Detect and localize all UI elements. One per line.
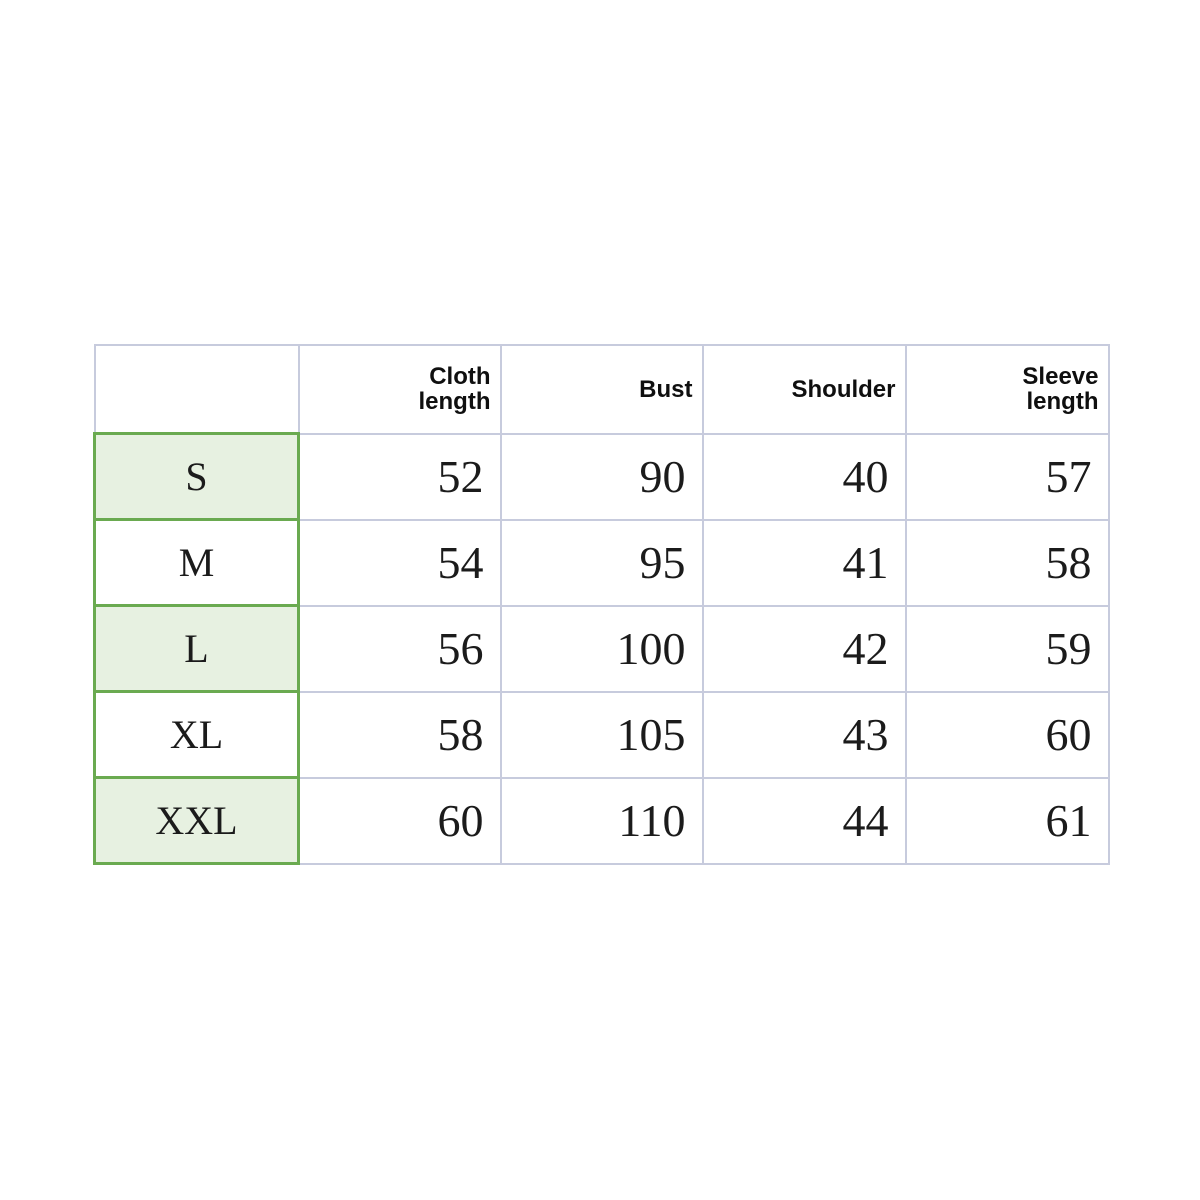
value-cell-l-sleeve-length: 59 — [904, 604, 1110, 693]
value-cell-l-cloth-length: 56 — [297, 604, 502, 693]
value-cell-m-bust: 95 — [499, 518, 704, 607]
col-header-label: Shoulder — [791, 375, 896, 403]
size-cell-xxl: XXL — [93, 776, 300, 865]
size-row-s: S 52 90 40 57 — [93, 432, 1110, 521]
col-header-cloth-length: Cloth length — [297, 344, 502, 435]
value-cell-xxl-sleeve-length: 61 — [904, 776, 1110, 865]
value-cell-xl-bust: 105 — [499, 690, 704, 779]
value-cell-l-shoulder: 42 — [701, 604, 907, 693]
value-cell-l-bust: 100 — [499, 604, 704, 693]
value-cell-xxl-cloth-length: 60 — [297, 776, 502, 865]
col-header-label: length — [1026, 388, 1099, 416]
value-cell-s-sleeve-length: 57 — [904, 432, 1110, 521]
size-row-m: M 54 95 41 58 — [93, 518, 1110, 607]
value-cell-s-shoulder: 40 — [701, 432, 907, 521]
header-row: Cloth length Bust Shoulder Sleeve length — [93, 344, 1110, 435]
col-header-label: Cloth — [429, 363, 491, 391]
col-header-shoulder: Shoulder — [701, 344, 907, 435]
value-cell-xl-sleeve-length: 60 — [904, 690, 1110, 779]
col-header-label: length — [418, 388, 491, 416]
size-cell-m: M — [93, 518, 300, 607]
col-header-sleeve-length: Sleeve length — [904, 344, 1110, 435]
value-cell-s-bust: 90 — [499, 432, 704, 521]
value-cell-s-cloth-length: 52 — [297, 432, 502, 521]
col-header-label: Bust — [639, 375, 693, 403]
value-cell-xxl-bust: 110 — [499, 776, 704, 865]
corner-cell — [93, 344, 300, 435]
size-cell-s: S — [93, 432, 300, 521]
col-header-label: Sleeve — [1022, 363, 1099, 391]
size-row-xl: XL 58 105 43 60 — [93, 690, 1110, 779]
value-cell-xl-cloth-length: 58 — [297, 690, 502, 779]
size-row-l: L 56 100 42 59 — [93, 604, 1110, 693]
value-cell-m-cloth-length: 54 — [297, 518, 502, 607]
value-cell-xl-shoulder: 43 — [701, 690, 907, 779]
value-cell-xxl-shoulder: 44 — [701, 776, 907, 865]
value-cell-m-shoulder: 41 — [701, 518, 907, 607]
size-cell-l: L — [93, 604, 300, 693]
size-row-xxl: XXL 60 110 44 61 — [93, 776, 1110, 865]
size-cell-xl: XL — [93, 690, 300, 779]
size-chart-table: Cloth length Bust Shoulder Sleeve length — [93, 344, 1110, 865]
value-cell-m-sleeve-length: 58 — [904, 518, 1110, 607]
col-header-bust: Bust — [499, 344, 704, 435]
